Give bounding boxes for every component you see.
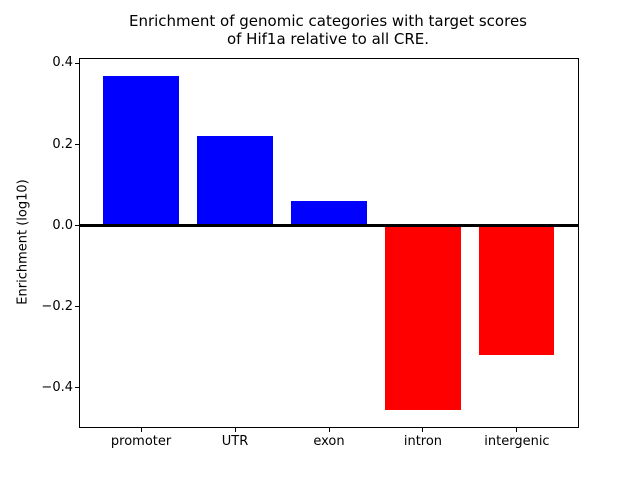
- chart-title: Enrichment of genomic categories with ta…: [128, 12, 527, 48]
- x-tick-label: intergenic: [484, 434, 550, 449]
- bar-promoter: [103, 75, 179, 226]
- y-tick-label: 0.4: [52, 55, 73, 71]
- x-tick-label: intron: [403, 434, 443, 449]
- x-tick-mark: [328, 428, 330, 432]
- y-tick-mark: [75, 62, 79, 64]
- bar-intergenic: [479, 225, 555, 356]
- y-tick-label: 0.2: [52, 136, 73, 152]
- bar-intron: [385, 225, 461, 411]
- x-tick-label: UTR: [221, 434, 249, 449]
- y-tick-label: −0.2: [41, 298, 73, 314]
- y-tick-mark: [75, 387, 79, 389]
- y-axis-label: Enrichment (log10): [15, 179, 31, 305]
- x-tick-mark: [422, 428, 424, 432]
- x-tick-mark: [516, 428, 518, 432]
- y-tick-mark: [75, 306, 79, 308]
- bar-exon: [291, 201, 367, 226]
- plot-area: promoter UTR exon intron intergenic 0.4 0.2 0.0…: [41, 55, 579, 449]
- bar-UTR: [197, 136, 273, 226]
- x-tick-label: exon: [313, 434, 345, 449]
- x-tick-mark: [140, 428, 142, 432]
- x-tick-label: promoter: [110, 434, 172, 449]
- y-tick-label: 0.0: [52, 217, 73, 233]
- y-tick-mark: [75, 144, 79, 145]
- x-tick-mark: [234, 428, 236, 432]
- y-tick-mark: [75, 225, 79, 227]
- y-tick-label: −0.4: [41, 379, 73, 395]
- zero-line: [80, 224, 578, 227]
